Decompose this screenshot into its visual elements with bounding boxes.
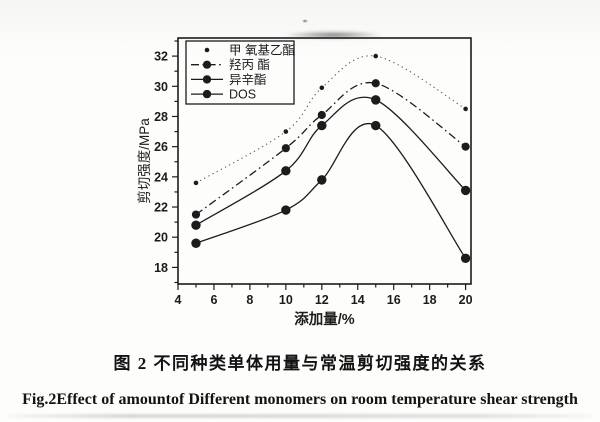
data-point <box>317 110 326 120</box>
legend-label: DOS <box>229 88 256 102</box>
legend-box <box>185 40 295 105</box>
y-tick-label: 30 <box>154 80 168 94</box>
data-point <box>191 220 201 230</box>
x-axis-title: 添加量/% <box>294 310 355 328</box>
x-tick-label: 4 <box>175 293 182 307</box>
legend-marker <box>204 47 210 53</box>
data-point <box>461 142 470 151</box>
y-tick-label: 20 <box>154 231 168 245</box>
figure-chart-area: 4 6 8 10 12 14 16 18 20 18 20 22 24 26 28 30 32 添加量/% 剪切强度… <box>137 37 473 328</box>
scan-streak-artifact <box>8 414 592 418</box>
data-point <box>191 210 201 219</box>
data-point <box>191 238 201 248</box>
figure-caption-chinese: 图 2 不同种类单体用量与常温剪切强度的关系 <box>113 354 487 373</box>
data-point <box>371 95 381 105</box>
data-point <box>193 180 199 186</box>
y-tick-label: 26 <box>154 140 168 154</box>
scan-smudge-artifact <box>283 31 383 39</box>
line-chart: 4 6 8 10 12 14 16 18 20 18 20 22 24 26 28 30 32 添加量/% 剪切强度… <box>137 37 473 328</box>
y-tick-label: 18 <box>154 261 168 275</box>
figure-caption-english: Fig.2Effect of amountof Different monome… <box>22 391 578 408</box>
data-point <box>460 253 471 264</box>
series-line-3 <box>195 122 467 259</box>
series-line-2 <box>195 96 467 226</box>
x-tick-label: 6 <box>210 293 217 307</box>
x-tick-label: 8 <box>246 293 253 307</box>
scan-haze-artifact <box>0 0 600 60</box>
legend-label: 甲 氧基乙酯 <box>229 44 295 58</box>
data-point <box>281 166 291 176</box>
x-tick-label: 14 <box>351 293 365 307</box>
y-axis-title: 剪切强度/MPa <box>137 118 152 204</box>
scan-speck-artifact <box>303 20 307 22</box>
legend-label: 羟丙 酯 <box>229 57 270 72</box>
series-line-1 <box>195 81 466 216</box>
x-tick-label: 10 <box>279 293 293 307</box>
data-point <box>371 120 381 131</box>
plot-frame <box>177 37 472 285</box>
data-point <box>317 120 327 131</box>
legend-marker <box>202 60 212 69</box>
y-tick-label: 32 <box>154 50 168 64</box>
y-tick-label: 28 <box>154 110 168 124</box>
data-point <box>371 79 380 88</box>
data-point <box>317 175 327 185</box>
data-point <box>460 185 471 196</box>
y-tick-label: 22 <box>154 201 168 215</box>
x-tick-label: 12 <box>315 293 329 307</box>
data-point <box>373 53 379 59</box>
data-point <box>281 205 291 215</box>
x-tick-label: 20 <box>459 293 473 307</box>
data-point <box>283 129 289 134</box>
x-tick-label: 16 <box>387 293 401 307</box>
data-point <box>319 85 325 91</box>
y-tick-label: 24 <box>154 170 168 184</box>
data-point <box>281 144 290 153</box>
legend-marker <box>202 75 212 84</box>
legend-marker <box>202 89 212 99</box>
data-point <box>463 106 468 112</box>
legend-label: 异辛酯 <box>229 73 267 87</box>
x-tick-label: 18 <box>423 293 437 307</box>
